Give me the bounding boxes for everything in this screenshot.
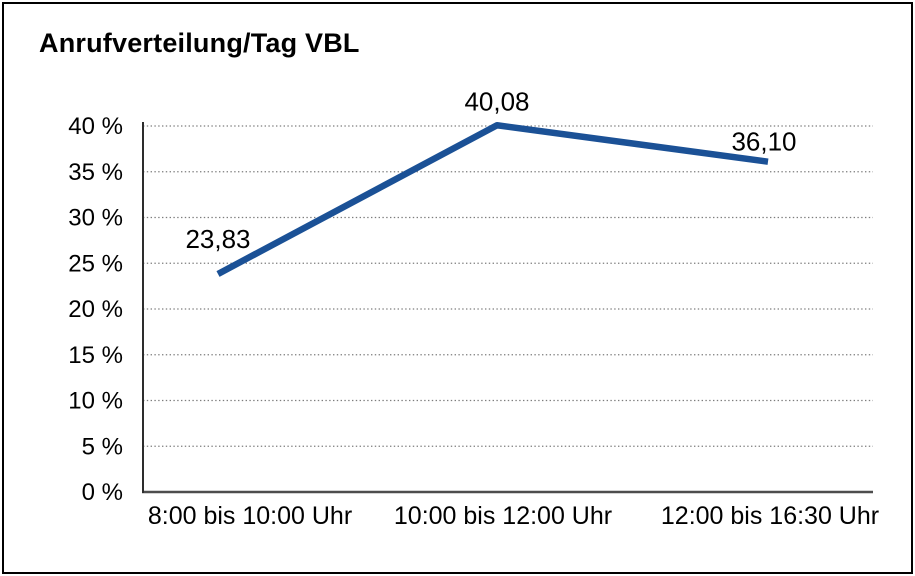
data-series-line [216,122,769,277]
chart-title: Anrufverteilung/Tag VBL [39,28,360,58]
x-category-label: 12:00 bis 16:30 Uhr [661,502,879,530]
x-category-label: 8:00 bis 10:00 Uhr [148,502,352,530]
data-point-label: 40,08 [464,86,529,116]
y-tick-label: 20 % [68,296,123,323]
y-tick-label: 25 % [68,250,123,277]
y-tick-label: 5 % [82,433,123,460]
y-tick-label: 30 % [68,205,123,232]
data-point-label: 23,83 [185,224,250,254]
y-tick-label: 0 % [82,479,123,506]
x-category-label: 10:00 bis 12:00 Uhr [394,502,612,530]
y-tick-label: 40 % [68,113,123,140]
y-tick-label: 15 % [68,342,123,369]
data-point-label: 36,10 [731,127,796,157]
y-tick-label: 10 % [68,388,123,415]
y-tick-label: 35 % [68,159,123,186]
